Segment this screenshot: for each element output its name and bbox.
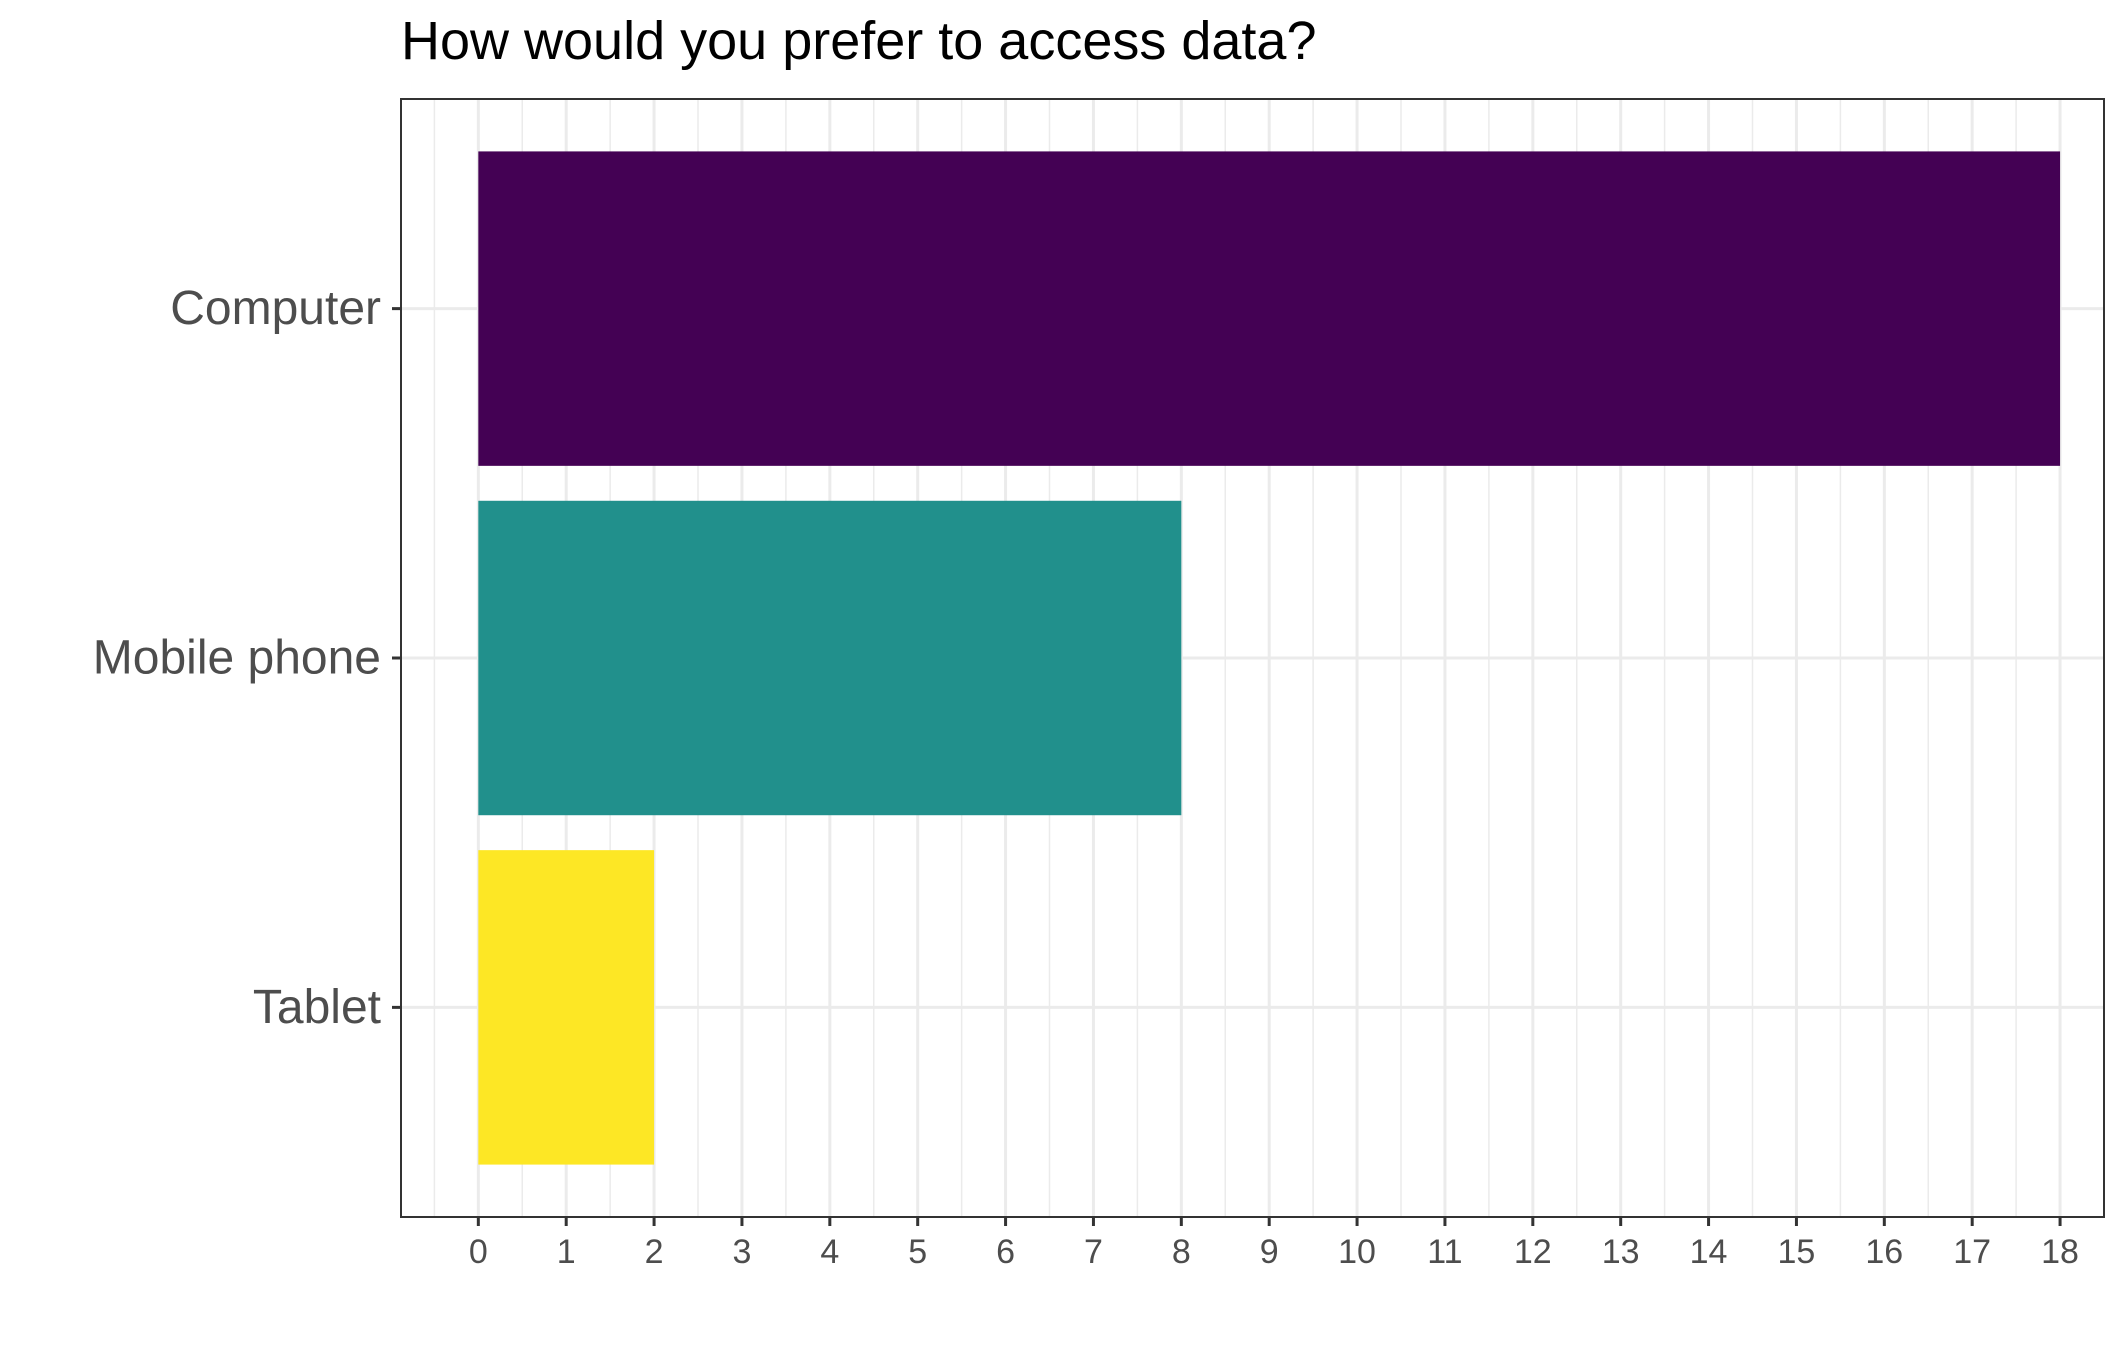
bar-tablet bbox=[478, 850, 655, 1165]
x-tick-label: 18 bbox=[2041, 1233, 2079, 1271]
x-tick-label: 2 bbox=[645, 1233, 664, 1271]
x-tick-label: 14 bbox=[1690, 1233, 1728, 1271]
x-tick-label: 6 bbox=[996, 1233, 1015, 1271]
x-tick-label: 12 bbox=[1514, 1233, 1552, 1271]
bar-mobile-phone bbox=[478, 500, 1182, 816]
x-tick-label: 9 bbox=[1260, 1233, 1279, 1271]
x-tick-label: 5 bbox=[908, 1233, 927, 1271]
x-tick-label: 17 bbox=[1953, 1233, 1991, 1271]
x-tick-label: 0 bbox=[469, 1233, 488, 1271]
x-tick-label: 1 bbox=[557, 1233, 576, 1271]
x-tick-label: 8 bbox=[1172, 1233, 1191, 1271]
x-tick-label: 16 bbox=[1865, 1233, 1903, 1271]
bar-computer bbox=[478, 151, 2061, 466]
x-tick-label: 13 bbox=[1602, 1233, 1640, 1271]
bars bbox=[478, 151, 2061, 1165]
category-label: Tablet bbox=[253, 981, 381, 1034]
x-tick-label: 11 bbox=[1427, 1233, 1462, 1271]
x-tick-label: 4 bbox=[820, 1233, 839, 1271]
x-tick-label: 15 bbox=[1778, 1233, 1816, 1271]
chart-title: How would you prefer to access data? bbox=[401, 11, 1317, 71]
x-tick-label: 3 bbox=[732, 1233, 751, 1271]
x-tick-label: 7 bbox=[1084, 1233, 1103, 1271]
category-label: Computer bbox=[170, 282, 381, 335]
x-tick-label: 10 bbox=[1338, 1233, 1376, 1271]
category-label: Mobile phone bbox=[93, 632, 381, 685]
